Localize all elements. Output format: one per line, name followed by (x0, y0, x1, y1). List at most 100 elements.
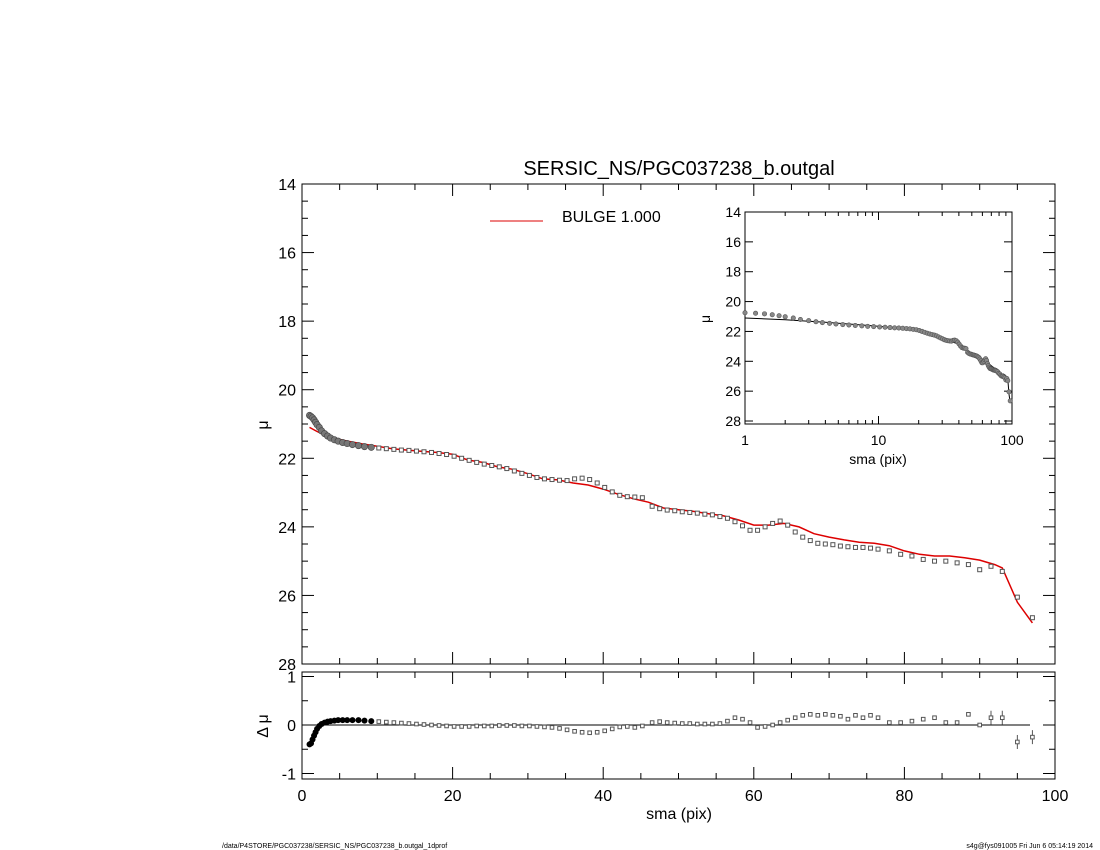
residual-point (717, 721, 723, 726)
profile-point (664, 507, 670, 513)
residual-point (436, 723, 442, 728)
profile-point (481, 461, 487, 467)
footer-file-path: /data/P4STORE/PGC037238/SERSIC_NS/PGC037… (222, 843, 447, 850)
x-tick-label: 80 (896, 788, 914, 805)
profile-point (436, 450, 442, 456)
residual-point (988, 715, 994, 721)
residual-point (496, 723, 502, 728)
residual-point (572, 729, 577, 734)
main-y-tick-label: 20 (278, 383, 296, 400)
residual-point (954, 720, 960, 725)
profile-point (954, 560, 960, 566)
residual-point (830, 713, 836, 718)
residual-point (664, 720, 670, 725)
profile-point (830, 542, 836, 548)
residual-point (853, 713, 858, 718)
residual-point (909, 718, 915, 724)
inset-point (806, 318, 812, 324)
profile-point (762, 524, 768, 530)
residual-point (355, 717, 362, 724)
residual-point (679, 721, 685, 726)
profile-point (920, 556, 926, 562)
main-y-tick-label: 18 (278, 314, 296, 331)
residual-point (564, 727, 570, 733)
profile-point (807, 538, 813, 544)
residual-point (602, 728, 608, 734)
residual-point (702, 721, 708, 727)
residual-point (792, 715, 798, 721)
inset-point (887, 325, 893, 331)
profile-point (421, 449, 427, 455)
profile-point (999, 568, 1005, 574)
inset-point (840, 322, 846, 328)
residual-point (815, 713, 821, 718)
main-y-tick-label: 22 (278, 451, 296, 468)
inset-point (742, 310, 748, 316)
profile-point (496, 464, 502, 470)
profile-point (429, 449, 435, 455)
residual-point (414, 721, 419, 727)
residual-point (421, 722, 427, 727)
x-tick-label: 40 (594, 788, 612, 805)
inset-point (871, 324, 877, 330)
profile-point (519, 470, 525, 476)
profile-point (1014, 594, 1020, 600)
residual-point (549, 725, 555, 730)
inset-y-tick-label: 20 (725, 294, 741, 310)
inset-y-tick-label: 26 (725, 383, 741, 399)
residual-point (624, 724, 630, 729)
profile-point (360, 443, 368, 451)
profile-point (354, 442, 362, 450)
profile-point (886, 548, 892, 554)
inset-point (846, 322, 852, 328)
profile-point (724, 515, 730, 521)
profile-point (1029, 615, 1035, 621)
residual-point (687, 721, 693, 726)
inset-x-tick-label: 100 (1000, 432, 1024, 448)
profile-point (383, 446, 389, 452)
residual-point (977, 722, 983, 728)
profile-point (639, 495, 645, 501)
profile-point (965, 562, 971, 568)
residual-point (710, 721, 715, 727)
residual-point (466, 724, 472, 729)
inset-point (827, 320, 833, 326)
profile-point (977, 567, 983, 573)
residual-point (868, 713, 873, 718)
residual-point (339, 717, 346, 724)
profile-point (755, 527, 761, 533)
profile-point (898, 551, 904, 557)
residual-point (898, 720, 903, 725)
profile-point (587, 477, 593, 483)
residual-point (860, 715, 866, 721)
profile-point (413, 448, 419, 454)
residual-point (391, 720, 397, 725)
residual-point (527, 723, 532, 729)
profile-point (534, 474, 540, 480)
profile-point (988, 563, 994, 569)
profile-point (459, 455, 465, 461)
main-y-tick-label: 26 (278, 588, 296, 605)
residual-point (579, 729, 585, 735)
residual-point (875, 715, 881, 721)
profile-point (679, 509, 685, 515)
profile-point (943, 558, 949, 564)
residual-point (1030, 734, 1035, 740)
inset-point (833, 321, 839, 327)
residual-point (368, 718, 375, 725)
inset-point (819, 320, 825, 326)
residual-point (587, 730, 592, 736)
profile-point (770, 520, 776, 526)
inset-x-axis-label: sma (pix) (849, 451, 907, 467)
residual-point (335, 717, 342, 724)
profile-point (511, 468, 517, 474)
x-tick-label: 20 (444, 788, 462, 805)
main-y-tick-label: 28 (278, 657, 296, 674)
residual-point (807, 712, 813, 717)
inset-point (790, 315, 796, 321)
residual-point (557, 726, 562, 731)
residual-point (920, 716, 926, 722)
inset-tick-labels: 14 16 18 20 22 24 26 281 10 100 (725, 204, 1023, 448)
